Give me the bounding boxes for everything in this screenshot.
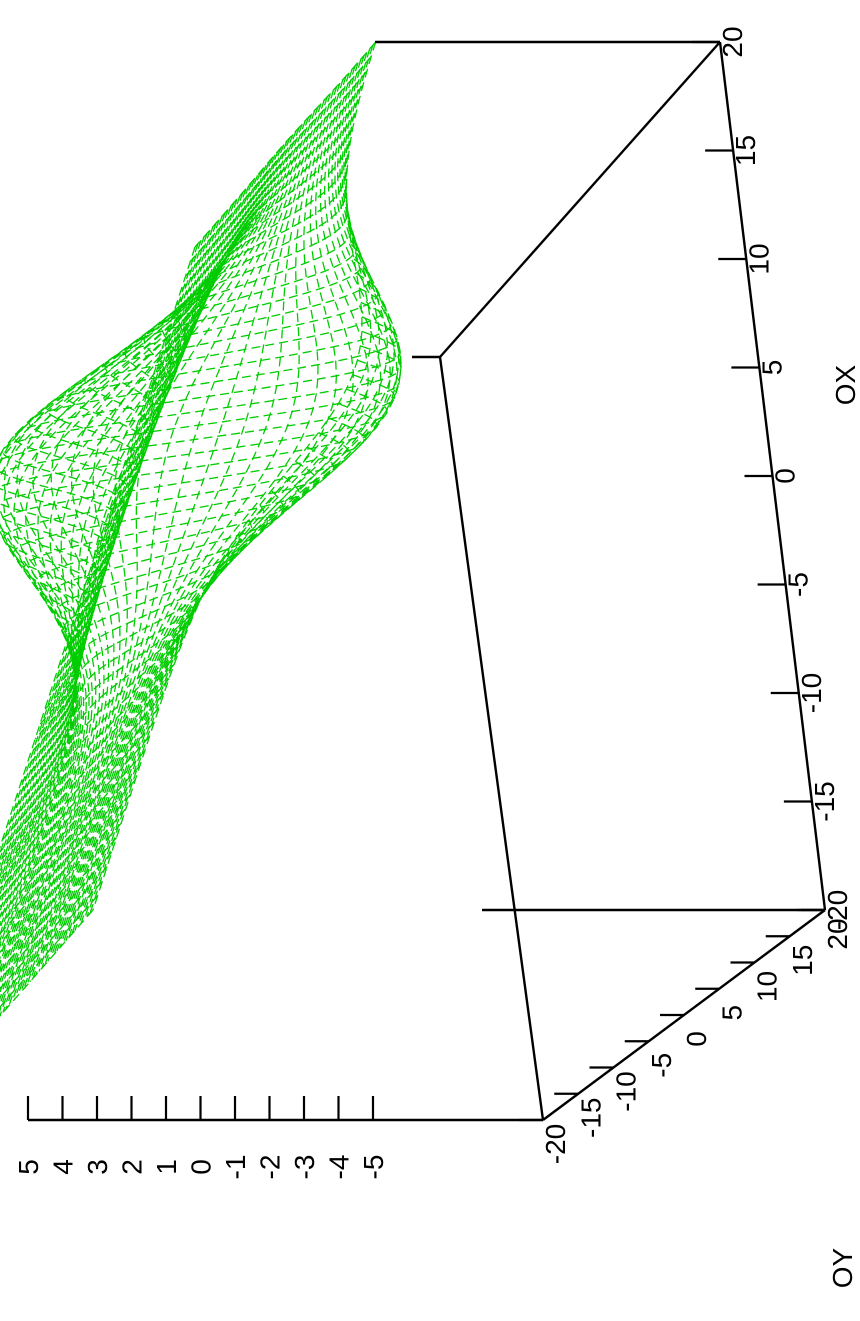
z-tick-label: 5 [13, 1159, 44, 1175]
mesh-line-x [0, 663, 175, 862]
box-edge-right-back [439, 41, 721, 358]
z-tick-label: -5 [358, 1155, 389, 1180]
mesh-line-y [44, 96, 328, 965]
mesh-line-x [0, 692, 165, 881]
mesh-line-y [0, 161, 270, 995]
z-tick-label: 0 [186, 1159, 217, 1175]
mesh-line-y [0, 222, 217, 891]
mesh-line-y [0, 192, 244, 943]
oy-tick-label: -10 [611, 1071, 642, 1111]
z-tick-label: -3 [289, 1155, 320, 1180]
oy-tick-label: 5 [716, 1005, 747, 1021]
mesh-line-x [156, 157, 349, 364]
mesh-line-y [0, 212, 226, 908]
mesh-line-x [0, 808, 127, 954]
mesh-line-y [0, 216, 223, 902]
mesh-line-x [15, 591, 205, 798]
mesh-line-y [83, 52, 388, 921]
oy-tick-label: 20 [822, 918, 853, 949]
mesh-line-y [0, 181, 253, 960]
ox-tick-label: 0 [770, 468, 801, 484]
ox-tick-label: 5 [756, 360, 787, 376]
mesh-line-x [0, 764, 141, 926]
mesh-line-y [38, 103, 322, 972]
mesh-line-x [39, 519, 254, 725]
mesh-line-x [11, 605, 199, 812]
z-tick-label: 1 [151, 1159, 182, 1175]
mesh-line-y [0, 236, 205, 867]
mesh-line-x [0, 837, 117, 972]
mesh-line-y [0, 246, 196, 850]
mesh-line-y [47, 93, 332, 962]
ox-tick-label: 15 [730, 135, 761, 166]
surface-mesh [0, 41, 402, 1017]
mesh-line-x [34, 475, 301, 682]
mesh-line-y [29, 113, 313, 983]
mesh-line-y [68, 69, 398, 938]
mesh-line-y [0, 198, 238, 931]
mesh-line-y [56, 82, 354, 952]
mesh-line-y [0, 243, 199, 856]
z-tick-label: -4 [324, 1155, 355, 1180]
oy-axis-title: OY [827, 1247, 858, 1288]
mesh-line-x [161, 142, 351, 349]
mesh-line-y [20, 123, 303, 993]
z-tick-label: 4 [48, 1159, 79, 1175]
ox-tick-label: -5 [783, 572, 814, 597]
mesh-line-x [0, 822, 122, 963]
oy-tick-label: 0 [681, 1031, 712, 1047]
mesh-line-y [0, 175, 259, 972]
mesh-line-y [71, 65, 402, 935]
mesh-line-y [53, 86, 338, 955]
mesh-line-y [0, 239, 202, 861]
mesh-line-x [0, 851, 113, 981]
axis-ticks [26, 40, 825, 1122]
mesh-line-y [0, 144, 285, 1013]
mesh-line-y [62, 76, 382, 945]
mesh-line-x [0, 779, 136, 935]
mesh-line-y [11, 134, 294, 1003]
plot-box [28, 40, 827, 1122]
z-tick-label: 3 [82, 1159, 113, 1175]
mesh-line-x [0, 895, 99, 1008]
mesh-line-x [0, 750, 146, 917]
box-edge-front-vertical [438, 356, 545, 1121]
axis-labels: OX OY -20-15-10-505101520-20-15-10-50510… [13, 26, 860, 1288]
mesh-line-y [0, 233, 208, 873]
ox-tick-label: -15 [809, 781, 840, 821]
mesh-line-y [0, 164, 267, 989]
mesh-line-x [0, 880, 103, 999]
z-tick-label: -1 [220, 1155, 251, 1180]
mesh-line-x [104, 258, 371, 465]
mesh-line-x [0, 735, 150, 908]
oy-tick-label: -5 [646, 1053, 677, 1078]
mesh-line-y [0, 229, 211, 879]
oy-tick-label: -20 [540, 1124, 571, 1164]
mesh-line-y [23, 120, 306, 989]
mesh-line-x [0, 678, 170, 872]
z-tick-label: -2 [255, 1155, 286, 1180]
ox-tick-label: -20 [822, 890, 853, 930]
mesh-line-x [25, 562, 221, 769]
oy-tick-label: -15 [575, 1098, 606, 1138]
mesh-line-x [0, 707, 160, 890]
ox-tick-label: 20 [717, 26, 748, 57]
oy-tick-label: 15 [787, 945, 818, 976]
mesh-line-x [0, 793, 132, 944]
mesh-line-x [34, 533, 241, 740]
ox-tick-label: -10 [796, 673, 827, 713]
oy-tick-label: 10 [752, 971, 783, 1002]
mesh-line-y [74, 62, 402, 931]
mesh-line-y [0, 226, 214, 885]
ox-axis-title: OX [830, 364, 860, 405]
mesh-line-x [124, 244, 364, 450]
mesh-line-y [0, 171, 261, 978]
mesh-line-x [0, 909, 94, 1017]
ox-tick-label: 10 [743, 243, 774, 274]
mesh-line-y [0, 154, 276, 1007]
mesh-line-y [0, 219, 220, 896]
mesh-line-x [0, 866, 108, 990]
z-tick-label: 2 [117, 1159, 148, 1175]
